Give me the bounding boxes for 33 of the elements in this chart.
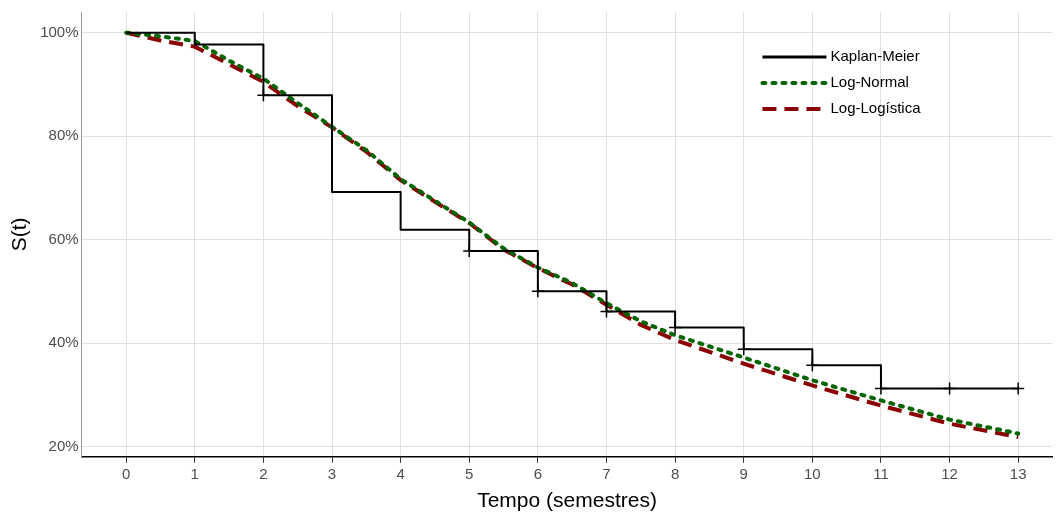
y-tick-label: 20% [48,436,79,454]
x-tick-label: 2 [259,464,268,482]
point [256,88,271,103]
x-tick-label: 0 [121,464,131,482]
x-tick-label: 5 [465,464,474,482]
legend-label: Log-Logística [830,99,922,117]
point [599,304,614,319]
point [668,320,682,335]
x-tick-label: 4 [396,464,405,482]
x-tick-label: 6 [533,464,543,482]
point [531,284,545,299]
x-tick-label: 7 [602,464,611,482]
legend-label: Kaplan-Meier [830,47,920,65]
x-tick-label: 3 [327,464,337,482]
x-tick-label: 12 [941,464,958,482]
legend-label: Log-Normal [830,73,909,91]
point [805,358,820,372]
x-tick-label: 8 [670,464,680,482]
x-tick-label: 9 [739,464,748,482]
y-tick-label: 100% [40,22,79,40]
x-tick-label: 13 [1009,464,1027,482]
y-tick-label: 40% [48,333,79,351]
point [874,381,888,396]
y-tick-label: 60% [48,229,79,247]
point [1011,381,1025,396]
y-axis-title: S(t) [7,217,31,252]
point [942,381,957,396]
point [736,342,751,356]
x-tick-label: 1 [190,464,199,482]
x-axis-title: Tempo (semestres) [477,488,657,512]
x-tick-label: 10 [804,464,821,482]
y-tick-label: 80% [48,126,79,144]
x-tick-label: 11 [873,464,889,482]
